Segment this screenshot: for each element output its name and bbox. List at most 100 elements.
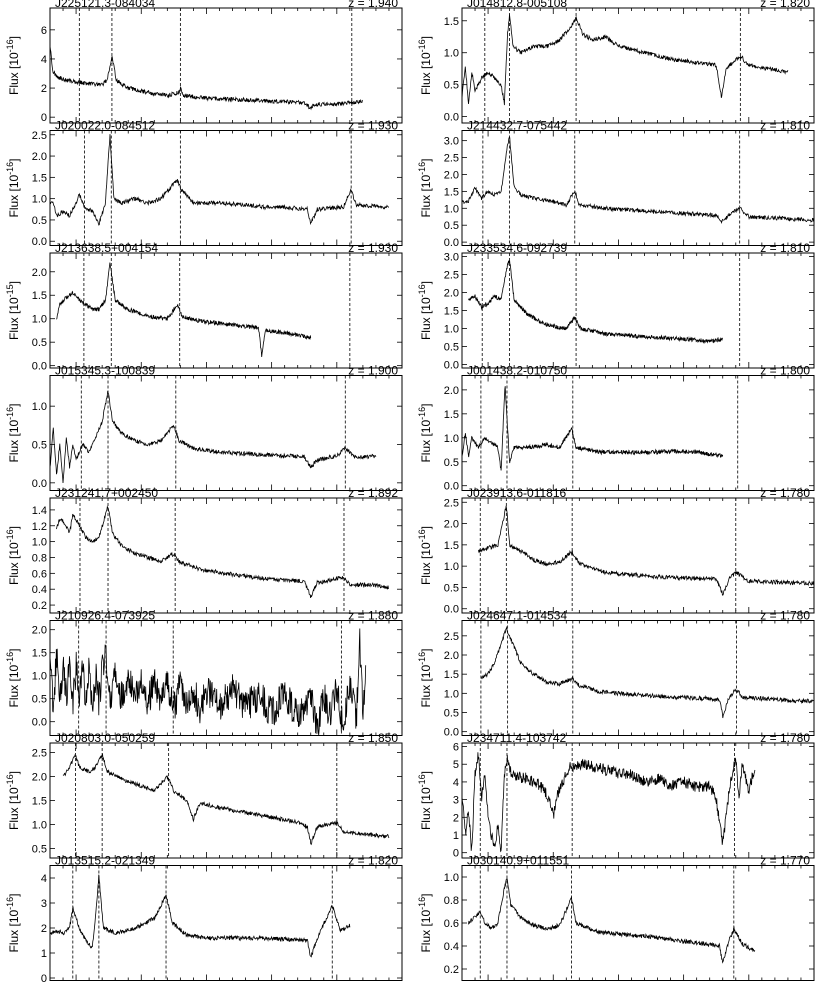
spectrum-line xyxy=(50,874,351,958)
y-tick-label: 2.5 xyxy=(444,153,459,165)
y-tick-label: 0.2 xyxy=(32,600,47,612)
y-tick-label: 2.5 xyxy=(444,270,459,282)
y-tick-label: 1.0 xyxy=(444,323,459,335)
spectrum-line xyxy=(62,753,390,846)
y-tick-label: 1.5 xyxy=(444,186,459,198)
y-tick-label: 1.2 xyxy=(32,521,47,533)
spectrum-line xyxy=(56,262,312,358)
spectrum-panel: 0.5 1.0 1.5 2.0 2.5 J020803.0-050259 z = 1.850… xyxy=(5,731,403,859)
object-name: J015345.3-100839 xyxy=(55,364,155,378)
y-tick-label: 3.0 xyxy=(444,252,459,264)
y-axis-label: Flux [10-16] xyxy=(417,771,433,830)
plot-frame xyxy=(461,865,815,981)
y-axis-label: Flux [10-16] xyxy=(417,281,433,340)
spectrum-line xyxy=(50,134,389,226)
object-name: J020803.0-050259 xyxy=(55,731,155,745)
redshift-label: z = 1.800 xyxy=(760,364,810,378)
y-tick-label: 0.5 xyxy=(444,80,459,92)
y-tick-label: 0.0 xyxy=(32,361,47,373)
spectrum-panel: 0.0 0.5 1.0 J015345.3-100839 z = 1.900 Flux [… xyxy=(5,364,403,491)
plot-frame xyxy=(49,742,403,859)
plot-frame xyxy=(461,620,815,736)
plot-frame xyxy=(461,252,815,369)
redshift-label: z = 1.930 xyxy=(348,241,398,255)
y-tick-label: 1.4 xyxy=(32,505,47,517)
redshift-label: z = 1.810 xyxy=(760,119,810,133)
redshift-label: z = 1.892 xyxy=(348,486,398,500)
y-tick-label: 2.0 xyxy=(444,519,459,531)
y-tick-label: 2.0 xyxy=(32,625,47,637)
y-tick-label: 2.0 xyxy=(444,650,459,662)
redshift-label: z = 1.810 xyxy=(760,241,810,255)
y-axis-label: Flux [10-16] xyxy=(5,158,21,217)
y-tick-label: 0.8 xyxy=(444,895,459,907)
object-name: J030140.9+011551 xyxy=(467,854,570,868)
y-axis-label: Flux [10-16] xyxy=(417,526,433,585)
spectrum-panel: 0.0 0.5 1.0 1.5 2.0 2.5 3.0 J214432.7-075442 z =… xyxy=(417,119,815,249)
y-axis-label: Flux [10-16] xyxy=(5,771,21,830)
y-axis-label: Flux [10-16] xyxy=(5,403,21,462)
plot-frame xyxy=(49,7,403,124)
plot-frame xyxy=(49,865,403,981)
y-tick-label: 0.6 xyxy=(444,918,459,930)
spectrum-panel: 0.0 0.5 1.0 1.5 2.0 2.5 J023913.6-011816 z = 1.… xyxy=(417,486,815,616)
y-tick-label: 0.8 xyxy=(32,552,47,564)
object-name: J214432.7-075442 xyxy=(467,119,567,133)
redshift-label: z = 1.940 xyxy=(348,0,398,10)
plot-frame xyxy=(49,252,403,369)
y-tick-label: 2 xyxy=(453,812,459,824)
y-tick-label: 1.5 xyxy=(444,540,459,552)
y-tick-label: 1.5 xyxy=(32,172,47,184)
spectrum-line xyxy=(462,752,756,853)
y-tick-label: 0 xyxy=(41,973,47,985)
plot-frame xyxy=(461,7,815,124)
redshift-label: z = 1.770 xyxy=(760,854,810,868)
y-tick-label: 1.0 xyxy=(444,688,459,700)
y-tick-label: 2 xyxy=(41,83,47,95)
spectrum-line xyxy=(477,505,814,596)
y-tick-label: 1.0 xyxy=(32,194,47,206)
spectrum-line xyxy=(462,14,789,106)
y-tick-label: 1.0 xyxy=(32,401,47,413)
spectrum-panel: 0.0 0.5 1.0 1.5 J014812.8-005108 z = 1.820 Flu… xyxy=(417,0,815,124)
y-tick-label: 1.0 xyxy=(444,561,459,573)
spectrum-panel: 0 1 2 3 4 5 6 J234711.4-103742 z = 1.780 Flux [10… xyxy=(417,731,815,860)
y-tick-label: 0 xyxy=(41,112,47,124)
plot-frame xyxy=(461,375,815,491)
spectrum-panel: 0 1 2 3 4 J013515.2-021349 z = 1.820 Flux [10-1… xyxy=(5,854,414,986)
y-tick-label: 0.0 xyxy=(32,717,47,729)
y-tick-label: 2.0 xyxy=(444,169,459,181)
y-axis-label: Flux [10-16] xyxy=(417,648,433,707)
y-tick-label: 2.0 xyxy=(444,385,459,397)
y-tick-label: 1.0 xyxy=(444,872,459,884)
y-tick-label: 4 xyxy=(41,873,47,885)
y-tick-label: 0.5 xyxy=(32,843,47,855)
y-tick-label: 2.0 xyxy=(32,151,47,163)
object-name: J023913.6-011816 xyxy=(467,486,567,500)
y-tick-label: 3.0 xyxy=(444,136,459,148)
spectrum-panel: 0 2 4 6 J225121.3-084034 z = 1.940 Flux [10-16… xyxy=(5,0,403,124)
y-tick-label: 1.5 xyxy=(444,306,459,318)
y-axis-label: Flux [10-15] xyxy=(5,281,21,340)
y-tick-label: 1 xyxy=(41,948,47,960)
y-axis-label: Flux [10-16] xyxy=(417,36,433,95)
y-tick-label: 0.0 xyxy=(444,481,459,493)
y-tick-label: 0.5 xyxy=(32,440,47,452)
y-tick-label: 1.0 xyxy=(444,203,459,215)
y-axis-label: Flux [10-16] xyxy=(5,526,21,585)
y-tick-label: 6 xyxy=(453,742,459,754)
object-name: J234711.4-103742 xyxy=(467,731,567,745)
y-tick-label: 0.0 xyxy=(444,604,459,616)
spectrum-line xyxy=(462,136,814,225)
y-tick-label: 1.0 xyxy=(32,671,47,683)
y-tick-label: 0.4 xyxy=(444,941,459,953)
spectrum-line xyxy=(462,386,724,471)
plot-frame xyxy=(461,742,815,859)
object-name: J231241.7+002450 xyxy=(55,486,158,500)
redshift-label: z = 1.900 xyxy=(348,364,398,378)
plot-frame xyxy=(461,130,815,246)
y-axis-label: Flux [10-16] xyxy=(5,648,21,707)
y-tick-label: 0.0 xyxy=(32,236,47,248)
y-tick-label: 1.5 xyxy=(32,796,47,808)
y-tick-label: 1.0 xyxy=(444,433,459,445)
